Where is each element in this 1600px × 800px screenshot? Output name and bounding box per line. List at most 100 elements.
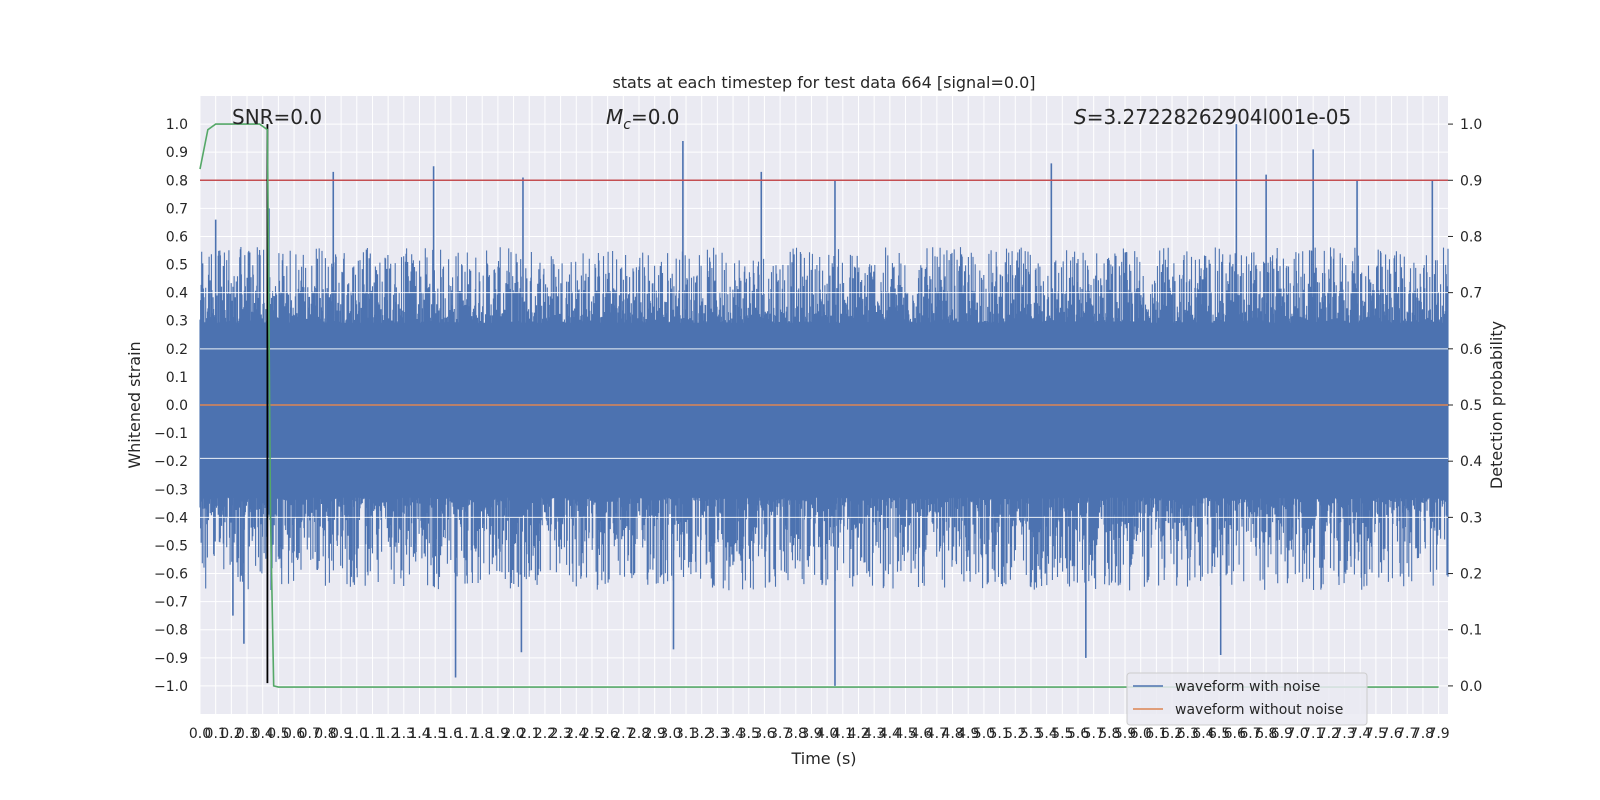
y2-tick-label: 0.4	[1460, 454, 1482, 470]
x-tick-label: 7.4	[1349, 726, 1371, 742]
x-tick-label: 3.0	[659, 726, 681, 742]
x-tick-label: 2.7	[612, 726, 634, 742]
x-tick-label: 0.6	[283, 726, 305, 742]
series-detection-probability	[199, 123, 1439, 688]
y-tick-label: −0.8	[154, 623, 188, 639]
x-tick-label: 4.1	[832, 726, 854, 742]
y-tick-label: 0.7	[166, 201, 188, 217]
x-tick-label: 4.9	[957, 726, 979, 742]
x-tick-label: 0.7	[299, 726, 321, 742]
x-tick-label: 3.1	[675, 726, 697, 742]
y-tick-label: 0.4	[166, 286, 188, 302]
y-tick-label: −0.2	[154, 454, 188, 470]
y-tick-label: −0.3	[154, 482, 188, 498]
x-tick-label: 6.9	[1271, 726, 1293, 742]
s-value: =3.27228262904l001e-05	[1087, 105, 1352, 129]
snr-annotation: SNR=0.0	[232, 105, 322, 129]
x-tick-label: 4.6	[910, 726, 932, 742]
x-tick-label: 1.8	[471, 726, 493, 742]
x-tick-label: 0.2	[220, 726, 242, 742]
y-tick-label: −0.1	[154, 426, 188, 442]
legend: waveform with noise waveform without noi…	[1126, 672, 1368, 726]
x-tick-label: 7.0	[1286, 726, 1308, 742]
y-tick-label: 0.3	[166, 314, 188, 330]
x-tick-label: 0.3	[236, 726, 258, 742]
x-tick-label: 6.4	[1192, 726, 1214, 742]
x-tick-label: 7.6	[1380, 726, 1402, 742]
y2-tick-label: 0.0	[1460, 679, 1482, 695]
y-tick-label: −0.4	[154, 510, 188, 526]
y2-tick-label: 0.7	[1460, 286, 1482, 302]
x-tick-label: 4.0	[816, 726, 838, 742]
y-tick-label: 0.8	[166, 173, 188, 189]
x-axis-label: Time (s)	[790, 749, 856, 768]
x-tick-label: 2.0	[502, 726, 524, 742]
legend-box	[1126, 672, 1368, 726]
x-tick-label: 3.9	[800, 726, 822, 742]
x-tick-label: 1.9	[487, 726, 509, 742]
y2-tick-label: 1.0	[1460, 117, 1482, 133]
x-tick-label: 7.3	[1333, 726, 1355, 742]
x-tick-label: 0.9	[330, 726, 352, 742]
x-tick-label: 3.8	[785, 726, 807, 742]
x-tick-label: 7.1	[1302, 726, 1324, 742]
x-tick-label: 4.4	[879, 726, 901, 742]
x-tick-label: 2.4	[565, 726, 587, 742]
y2-axis-label: Detection probability	[1487, 321, 1506, 489]
y-tick-label: 1.0	[166, 117, 188, 133]
x-tick-label: 2.8	[628, 726, 650, 742]
x-tick-label: 5.6	[1067, 726, 1089, 742]
x-tick-label: 5.2	[1004, 726, 1026, 742]
y-tick-label: 0.5	[166, 258, 188, 274]
y2-tick-label: 0.8	[1460, 229, 1482, 245]
x-tick-label: 7.8	[1412, 726, 1434, 742]
x-tick-label: 5.0	[973, 726, 995, 742]
x-tick-label: 0.5	[267, 726, 289, 742]
x-tick-label: 4.7	[926, 726, 948, 742]
x-tick-label: 6.5	[1208, 726, 1230, 742]
x-tick-label: 1.4	[408, 726, 430, 742]
x-tick-label: 1.2	[377, 726, 399, 742]
x-tick-label: 3.4	[722, 726, 744, 742]
y2-tick-label: 0.2	[1460, 567, 1482, 583]
x-tick-label: 1.3	[393, 726, 415, 742]
line-layer	[199, 123, 1448, 688]
x-tick-label: 4.2	[847, 726, 869, 742]
legend-label-waveform-without-noise: waveform without noise	[1175, 702, 1343, 718]
x-tick-label: 2.1	[518, 726, 540, 742]
y-tick-label: 0.0	[166, 398, 188, 414]
x-tick-label: 7.2	[1318, 726, 1340, 742]
x-tick-label: 0.8	[314, 726, 336, 742]
x-tick-label: 0.4	[252, 726, 274, 742]
y2-tick-label: 0.9	[1460, 173, 1482, 189]
x-tick-label: 7.5	[1365, 726, 1387, 742]
y-tick-label: 0.9	[166, 145, 188, 161]
x-tick-label: 6.7	[1239, 726, 1261, 742]
x-tick-label: 6.6	[1224, 726, 1246, 742]
y-tick-label: 0.1	[166, 370, 188, 386]
y-axis-label: Whitened strain	[125, 341, 144, 468]
x-tick-label: 2.9	[644, 726, 666, 742]
x-tick-label: 7.9	[1427, 726, 1449, 742]
s-symbol: S	[1074, 105, 1087, 129]
x-tick-label: 0.1	[205, 726, 227, 742]
mc-symbol: M	[606, 105, 623, 129]
y-tick-label: −0.7	[154, 595, 188, 611]
x-tick-label: 6.2	[1161, 726, 1183, 742]
x-tick-label: 4.5	[894, 726, 916, 742]
x-tick-label: 2.5	[581, 726, 603, 742]
x-tick-label: 5.9	[1114, 726, 1136, 742]
x-tick-label: 5.7	[1083, 726, 1105, 742]
y-tick-label: −1.0	[154, 679, 188, 695]
y-tick-label: 0.6	[166, 229, 188, 245]
y2-tick-label: 0.3	[1460, 510, 1482, 526]
x-tick-label: 2.3	[549, 726, 571, 742]
x-tick-label: 6.3	[1177, 726, 1199, 742]
x-tick-label: 5.1	[988, 726, 1010, 742]
mc-value: =0.0	[631, 105, 680, 129]
mc-annotation: Mc=0.0	[606, 105, 680, 133]
y-tick-label: −0.5	[154, 538, 188, 554]
x-tick-label: 7.7	[1396, 726, 1418, 742]
x-tick-label: 2.6	[597, 726, 619, 742]
